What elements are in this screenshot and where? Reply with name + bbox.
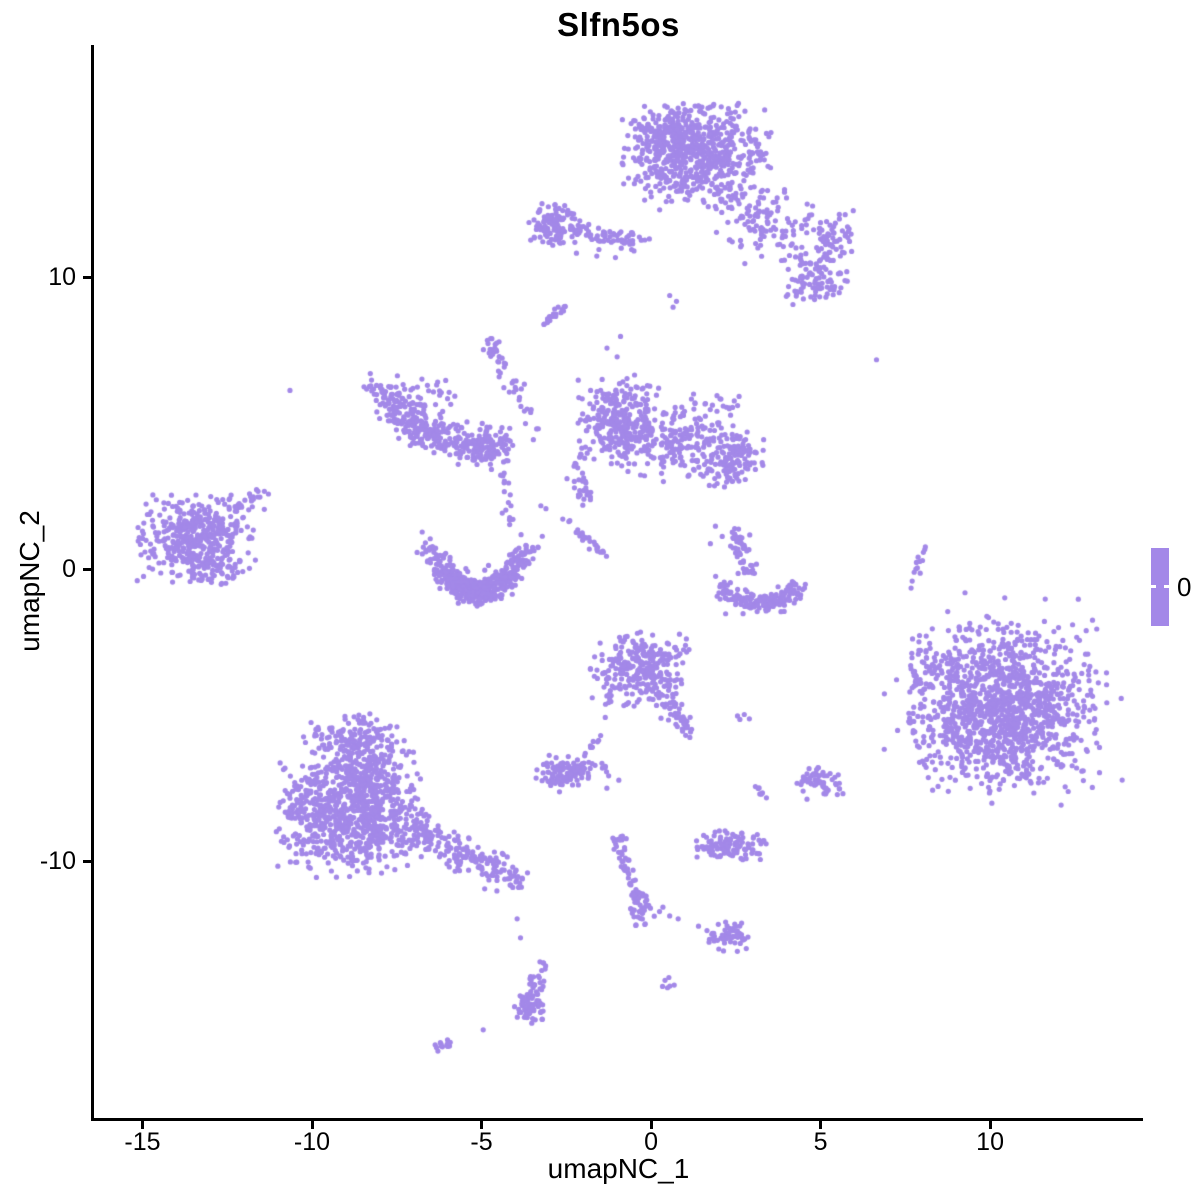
x-tick-mark	[988, 1121, 992, 1129]
x-tick-label: 5	[813, 1128, 828, 1156]
y-tick-mark	[83, 860, 91, 864]
legend-colorbar[interactable]	[1151, 548, 1169, 626]
legend-break-tick-left	[1151, 585, 1156, 588]
x-tick-mark	[480, 1121, 484, 1129]
plot-panel	[91, 45, 1143, 1121]
x-tick-label: -15	[124, 1128, 161, 1156]
legend-break-tick-right	[1164, 585, 1169, 588]
y-tick-label: 10	[48, 262, 76, 291]
x-tick-mark	[310, 1121, 314, 1129]
x-tick-mark	[649, 1121, 653, 1129]
y-tick-label: 0	[62, 554, 76, 583]
legend: 0	[1151, 548, 1191, 626]
x-tick-label: -10	[293, 1128, 331, 1156]
scatter-points-canvas	[94, 45, 1143, 1118]
x-tick-label: 0	[644, 1128, 658, 1156]
y-tick-mark	[83, 276, 91, 280]
y-tick-label: -10	[39, 846, 76, 875]
y-tick-mark	[83, 568, 91, 572]
x-axis-title: umapNC_1	[547, 1153, 690, 1184]
plot-title: Slfn5os	[557, 6, 680, 43]
x-tick-mark	[140, 1121, 144, 1129]
x-tick-label: 10	[976, 1128, 1004, 1156]
x-tick-mark	[819, 1121, 823, 1129]
legend-label: 0	[1177, 572, 1192, 602]
x-tick-label: -5	[470, 1128, 493, 1156]
y-axis-title: umapNC_2	[14, 510, 45, 652]
